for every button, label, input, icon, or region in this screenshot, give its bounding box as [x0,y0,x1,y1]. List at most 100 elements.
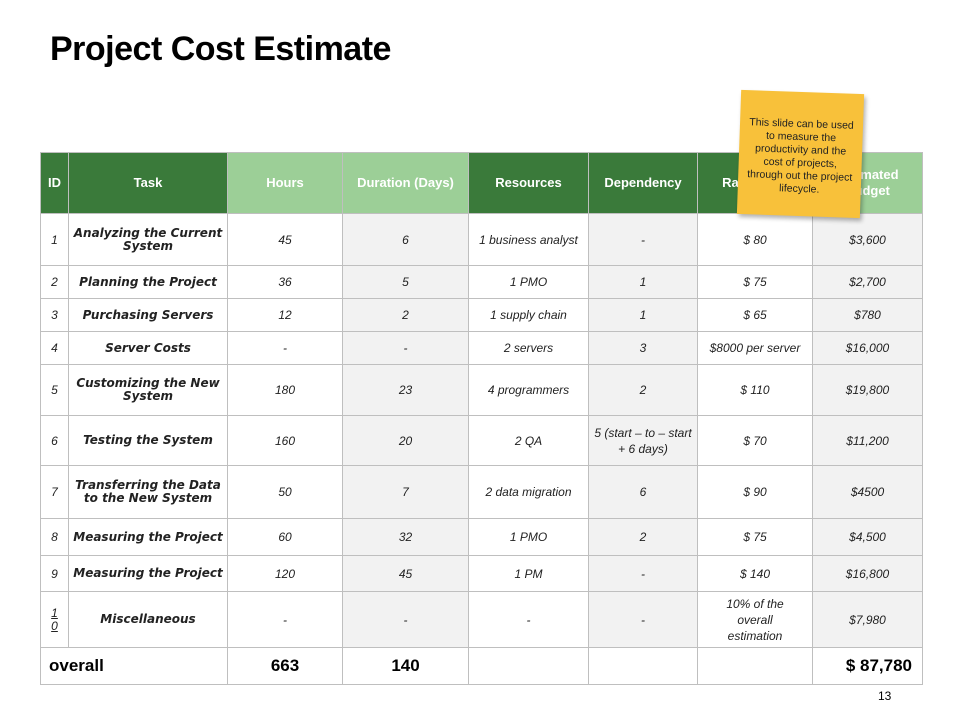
cell-resources: 2 servers [468,331,589,365]
page-title: Project Cost Estimate [50,30,391,68]
cell-resources: 1 PM [468,555,589,592]
cell-task: Planning the Project [68,265,228,299]
cell-duration: 20 [342,415,469,466]
table-row: 7 Transferring the Data to the New Syste… [40,465,923,519]
table-row: 2 Planning the Project 36 5 1 PMO 1 $ 75… [40,265,923,299]
cell-dependency: 6 [588,465,698,519]
total-row: overall 663 140 $ 87,780 [40,647,923,685]
cell-id: 8 [40,518,69,556]
cell-budget: $16,000 [812,331,923,365]
header-dependency: Dependency [588,152,698,214]
cell-task: Measuring the Project [68,518,228,556]
cell-rate: $ 75 [697,518,813,556]
cell-duration: - [342,331,469,365]
cell-hours: 60 [227,518,343,556]
cell-task: Testing the System [68,415,228,466]
cell-budget: $11,200 [812,415,923,466]
total-hours: 663 [227,647,343,685]
cell-resources: 1 supply chain [468,298,589,332]
cell-duration: - [342,591,469,648]
header-task: Task [68,152,228,214]
cell-duration: 32 [342,518,469,556]
cell-resources: 1 PMO [468,518,589,556]
header-id: ID [40,152,69,214]
cell-task: Transferring the Data to the New System [68,465,228,519]
cell-duration: 2 [342,298,469,332]
table-row: 8 Measuring the Project 60 32 1 PMO 2 $ … [40,518,923,556]
total-resources-empty [468,647,589,685]
cell-id: 6 [40,415,69,466]
cell-id: 9 [40,555,69,592]
table-row: 5 Customizing the New System 180 23 4 pr… [40,364,923,416]
cell-duration: 45 [342,555,469,592]
cell-budget: $780 [812,298,923,332]
cell-task: Miscellaneous [68,591,228,648]
table-row: 10 Miscellaneous - - - - 10% of the over… [40,591,923,648]
cell-hours: 12 [227,298,343,332]
cell-resources: 2 data migration [468,465,589,519]
cell-hours: 36 [227,265,343,299]
header-hours: Hours [227,152,343,214]
cell-budget: $4,500 [812,518,923,556]
cell-resources-text: 1 business analyst [479,232,578,247]
cell-rate: $ 65 [697,298,813,332]
cell-budget: $16,800 [812,555,923,592]
total-budget: $ 87,780 [812,647,923,685]
cell-task: Server Costs [68,331,228,365]
cell-dependency: - [588,591,698,648]
cell-id: 7 [40,465,69,519]
cell-dependency: 2 [588,518,698,556]
cell-resources: 1 business analyst [468,213,589,266]
cell-task: Analyzing the Current System [68,213,228,266]
total-rate-empty [697,647,813,685]
cell-hours: 120 [227,555,343,592]
cell-rate: $ 140 [697,555,813,592]
cell-resources: 4 programmers [468,364,589,416]
cell-dependency: - [588,555,698,592]
total-duration: 140 [342,647,469,685]
header-resources: Resources [468,152,589,214]
cell-duration: 7 [342,465,469,519]
cell-hours: 180 [227,364,343,416]
cell-id: 10 [40,591,69,648]
cell-resources: - [468,591,589,648]
cell-dependency: 5 (start – to – start + 6 days) [588,415,698,466]
cell-task: Purchasing Servers [68,298,228,332]
cell-duration: 23 [342,364,469,416]
cell-rate: $ 110 [697,364,813,416]
cell-budget: $2,700 [812,265,923,299]
cell-dependency: 3 [588,331,698,365]
cell-hours: - [227,331,343,365]
sticky-note: This slide can be used to measure the pr… [736,89,865,219]
cell-rate: $ 90 [697,465,813,519]
table-row: 4 Server Costs - - 2 servers 3 $8000 per… [40,331,923,365]
cell-rate-text: 10% of the overall estimation [726,596,784,643]
sticky-note-text: This slide can be used to measure the pr… [747,116,854,196]
cell-budget: $19,800 [812,364,923,416]
cell-rate: $ 75 [697,265,813,299]
cell-hours: 45 [227,213,343,266]
cell-rate: 10% of the overall estimation [697,591,813,648]
table-row: 1 Analyzing the Current System 45 6 1 bu… [40,213,923,266]
cell-dependency: 1 [588,265,698,299]
cell-duration: 6 [342,213,469,266]
cell-id: 4 [40,331,69,365]
cell-hours: 160 [227,415,343,466]
cell-hours: - [227,591,343,648]
total-label: overall [40,647,228,685]
cell-id: 2 [40,265,69,299]
cell-budget: $3,600 [812,213,923,266]
table-row: 9 Measuring the Project 120 45 1 PM - $ … [40,555,923,592]
cell-rate: $8000 per server [697,331,813,365]
table-row: 3 Purchasing Servers 12 2 1 supply chain… [40,298,923,332]
cell-dependency: 1 [588,298,698,332]
cell-dependency: 2 [588,364,698,416]
cell-id-text: 10 [51,605,58,633]
cell-task: Customizing the New System [68,364,228,416]
cell-budget: $7,980 [812,591,923,648]
cost-estimate-table: ID Task Hours Duration (Days) Resources … [40,152,923,685]
cell-task: Measuring the Project [68,555,228,592]
page-number: 13 [878,689,892,703]
cell-dependency: - [588,213,698,266]
header-duration: Duration (Days) [342,152,469,214]
